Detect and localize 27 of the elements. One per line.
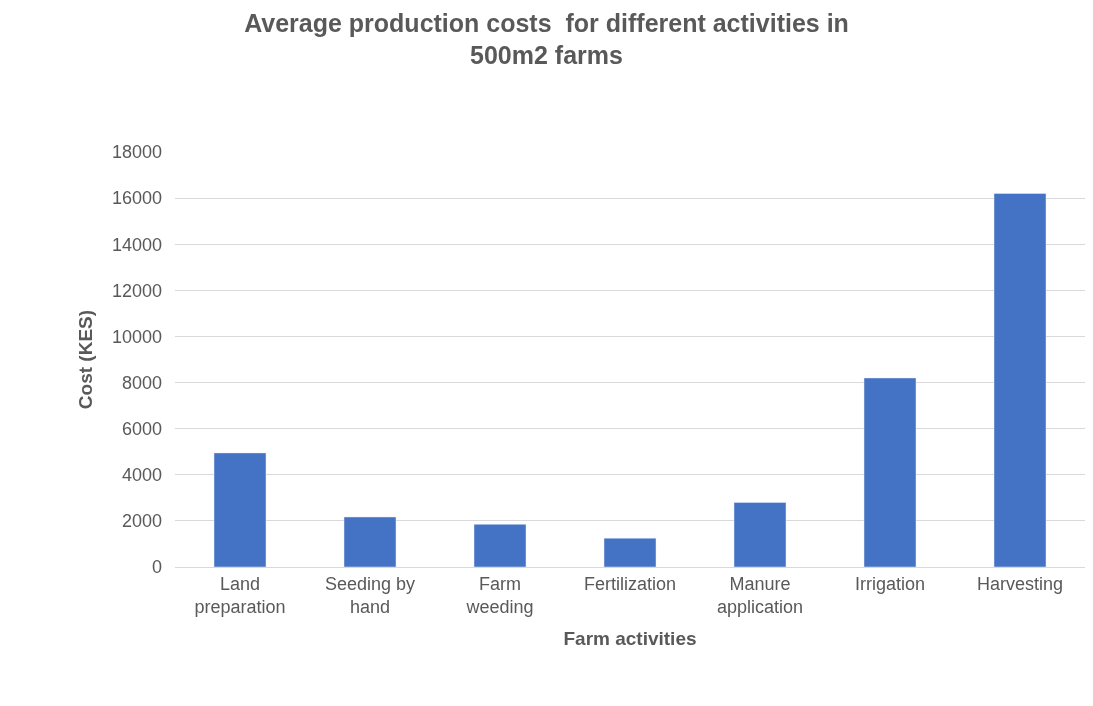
y-axis-title: Cost (KES) — [74, 309, 96, 410]
x-tick-label: Seeding by hand — [324, 573, 416, 617]
bar — [343, 516, 397, 567]
y-tick-label: 18000 — [111, 142, 162, 163]
bar — [213, 452, 267, 567]
y-tick-label: 16000 — [111, 188, 162, 209]
y-tick-label: 12000 — [111, 280, 162, 301]
x-tick-label: Manure application — [716, 573, 804, 617]
chart-title: Average production costs for different activities in 500m2 farms — [244, 8, 849, 70]
y-tick-label: 10000 — [111, 326, 162, 347]
bar — [863, 377, 917, 567]
y-tick-label: 0 — [151, 557, 162, 578]
x-tick-label: Land preparation — [194, 573, 286, 617]
x-tick-label: Farm weeding — [465, 573, 534, 617]
y-tick-label: 6000 — [121, 418, 162, 439]
x-tick-label: Irrigation — [854, 573, 926, 594]
y-tick-label: 8000 — [121, 372, 162, 393]
y-tick-label: 14000 — [111, 234, 162, 255]
bar — [733, 502, 787, 567]
x-axis-title: Farm activities — [563, 627, 697, 649]
bar — [993, 193, 1047, 567]
bar — [473, 524, 527, 567]
y-tick-label: 2000 — [121, 511, 162, 532]
y-tick-label: 4000 — [121, 465, 162, 486]
bar — [603, 537, 657, 567]
x-tick-label: Harvesting — [976, 573, 1064, 594]
x-tick-label: Fertilization — [583, 573, 677, 594]
